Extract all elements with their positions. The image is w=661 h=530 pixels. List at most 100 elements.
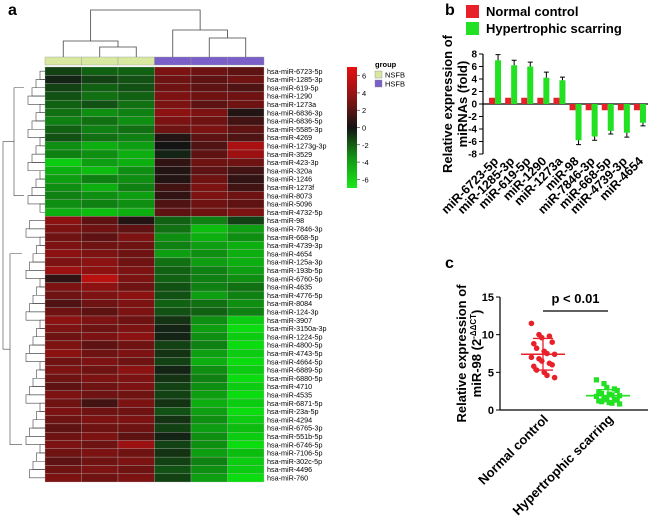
heatmap-cell	[44, 224, 82, 234]
scatter-point	[614, 387, 620, 394]
heatmap-cell	[44, 382, 82, 391]
heatmap-cell	[154, 83, 192, 93]
row-dendrogram-branch	[29, 386, 45, 396]
heatmap-cell	[117, 100, 155, 109]
heatmap-row-label: hsa-miR-1273g-3p	[267, 142, 327, 151]
row-dendrogram-branch	[39, 203, 45, 213]
heatmap-cell	[227, 274, 265, 283]
bar-legend-label: Normal control	[486, 4, 578, 19]
heatmap-row-label: hsa-miR-8073	[267, 191, 312, 200]
heatmap-cell	[117, 357, 155, 366]
heatmap-cell	[81, 166, 119, 176]
heatmap-cell	[227, 357, 265, 366]
heatmap-row-label: hsa-miR-5585-3p	[267, 125, 323, 134]
heatmap-cell	[81, 290, 119, 300]
heatmap-cell	[227, 282, 265, 292]
heatmap-row-label: hsa-miR-3150a-3p	[267, 324, 327, 333]
row-dendrogram-branch	[31, 120, 45, 130]
heatmap-cell	[81, 324, 119, 333]
heatmap-cell	[227, 315, 265, 325]
scatter-point	[614, 397, 620, 403]
heatmap-row-label: hsa-miR-7846-3p	[267, 225, 323, 234]
heatmap-cell	[227, 191, 265, 200]
heatmap-cell	[227, 166, 265, 176]
row-dendrogram-branch	[32, 294, 45, 304]
heatmap-cell	[81, 199, 119, 209]
heatmap-cell	[154, 75, 192, 84]
heatmap-cell	[44, 440, 82, 449]
heatmap-cell	[44, 174, 82, 184]
bar	[559, 80, 566, 104]
column-dendrogram-branch	[62, 40, 119, 57]
heatmap-cell	[227, 83, 265, 93]
heatmap-cell	[117, 349, 155, 358]
heatmap-cell	[117, 332, 155, 342]
column-dendrogram-branch	[90, 9, 201, 41]
panel-a-label: a	[8, 2, 17, 19]
heatmap-cell	[227, 133, 265, 142]
heatmap-cell	[190, 432, 228, 441]
scatter-point	[617, 401, 623, 407]
heatmap-cell	[81, 373, 119, 383]
heatmap-row-label: hsa-miR-6836-3p	[267, 108, 323, 117]
heatmap-cell	[81, 141, 119, 151]
row-dendrogram-branch	[32, 460, 45, 470]
heatmap-cell	[227, 224, 265, 234]
bar-y-axis-label-line2: miRNAs (fold)	[455, 61, 470, 148]
row-dendrogram-branch	[31, 153, 45, 163]
row-dendrogram-branch	[29, 220, 45, 230]
row-dendrogram-branch	[32, 253, 45, 263]
heatmap-row-label: hsa-miR-3529	[267, 150, 312, 159]
heatmap-row-label: hsa-miR-6723-5p	[267, 67, 323, 76]
heatmap-cell	[81, 133, 119, 142]
bar	[505, 97, 512, 104]
heatmap-cell	[227, 332, 265, 342]
colorbar	[347, 67, 357, 188]
heatmap-cell	[190, 465, 228, 474]
scatter-point	[604, 396, 610, 402]
heatmap-cell	[154, 266, 192, 275]
row-dendrogram-branch	[39, 236, 45, 246]
heatmap-cell	[227, 465, 265, 474]
heatmap-cell	[154, 398, 192, 408]
row-dendrogram-branch	[35, 112, 45, 122]
heatmap-cell	[117, 133, 155, 142]
bar-chart-panel: Normal control Hypertrophic scarring 86 42 0…	[439, 4, 648, 217]
heatmap-cell	[190, 141, 228, 151]
heatmap-cell	[190, 224, 228, 234]
heatmap-cell	[117, 183, 155, 192]
heatmap-cell	[227, 349, 265, 358]
heatmap-row-label: hsa-miR-619-5p	[267, 83, 319, 92]
heatmap-cell	[81, 432, 119, 441]
heatmap-cell	[227, 116, 265, 126]
scatter-y-label-superscript: -ΔΔCT	[469, 314, 478, 339]
heatmap-cell	[190, 133, 228, 142]
heatmap-cell	[117, 257, 155, 267]
heatmap-row-label: hsa-miR-6836-5p	[267, 117, 323, 126]
heatmap-cell	[44, 340, 82, 350]
bar	[489, 97, 496, 104]
heatmap-cell	[154, 456, 192, 466]
heatmap-cell	[227, 149, 265, 159]
row-dendrogram-branch	[32, 419, 45, 429]
heatmap-cell	[227, 299, 265, 308]
panel-c-label: c	[445, 255, 454, 272]
scatter-y-tick-label: 10	[482, 330, 494, 342]
group-strip-cell	[154, 56, 192, 66]
row-dendrogram-branch	[25, 353, 45, 362]
bar-legend-swatch	[466, 22, 479, 35]
heatmap-row-label: hsa-miR-4800-5p	[267, 341, 323, 350]
heatmap-row-label: hsa-miR-760	[267, 474, 308, 483]
heatmap-cell	[117, 440, 155, 449]
bar-y-axis-label-line1: Relative expression of	[440, 34, 455, 173]
heatmap-cell	[227, 75, 265, 84]
row-dendrogram-branch	[35, 178, 45, 188]
heatmap-cell	[117, 207, 155, 217]
heatmap-cell	[190, 398, 228, 408]
colorbar-tick-label: 0	[362, 124, 366, 133]
heatmap-cell	[227, 307, 265, 317]
scatter-y-label-line1: Relative expression of	[454, 284, 469, 423]
bar	[543, 77, 550, 104]
heatmap-cell	[190, 307, 228, 317]
group-legend-swatch	[374, 70, 383, 79]
